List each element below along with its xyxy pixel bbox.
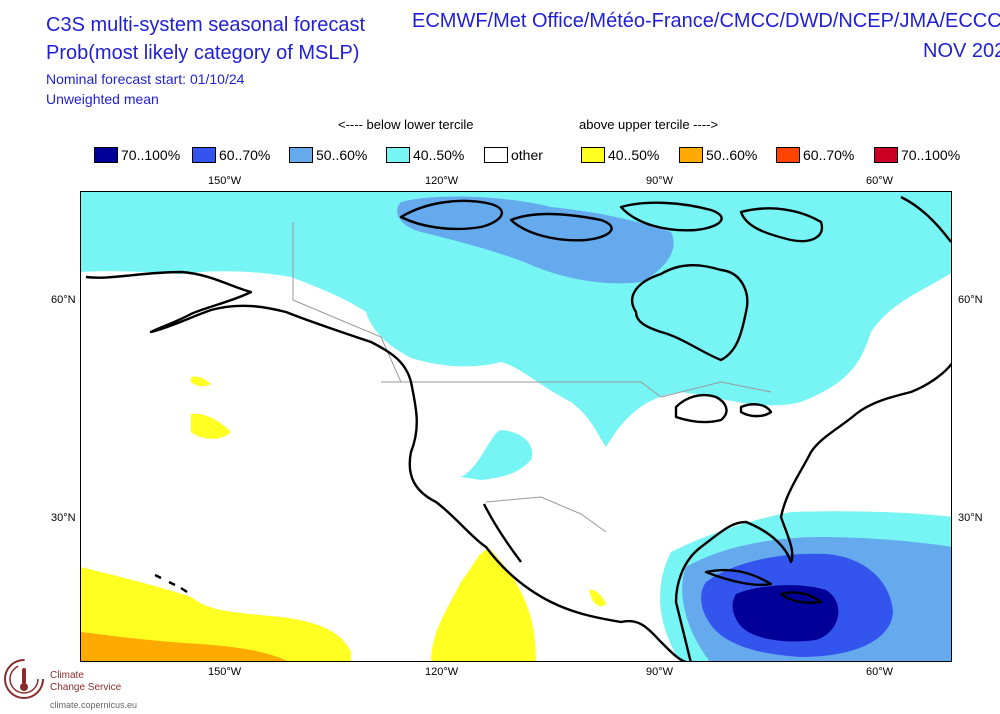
legend-label: 40..50%: [413, 147, 465, 163]
legend-item: 60..70%: [776, 146, 854, 164]
legend-swatch: [874, 147, 898, 163]
systems-list: ECMWF/Met Office/Météo-France/CMCC/DWD/N…: [412, 10, 1000, 32]
legend-swatch: [386, 147, 410, 163]
legend-label: 40..50%: [608, 147, 660, 163]
legend-label: other: [511, 147, 543, 163]
legend-swatch: [581, 147, 605, 163]
forecast-period: NOV 2024: [923, 40, 1000, 62]
lat-tick-right: 30°N: [958, 512, 983, 524]
forecast-start: Nominal forecast start: 01/10/24: [46, 71, 245, 87]
title-line2: Prob(most likely category of MSLP): [46, 42, 360, 64]
lon-tick-top: 150°W: [208, 175, 242, 187]
lon-tick-top: 120°W: [425, 175, 459, 187]
above-tercile-40-50-region: [81, 567, 351, 661]
map-canvas: [81, 192, 951, 661]
below-tercile-40-50-region: [81, 192, 951, 447]
above-tercile-40-50-region: [191, 413, 231, 439]
below-tercile-40-50-region: [461, 430, 533, 480]
lon-tick-top: 60°W: [866, 175, 894, 187]
legend-label: 60..70%: [803, 147, 855, 163]
above-tercile-40-50-region: [431, 549, 536, 661]
legend-label: 60..70%: [219, 147, 271, 163]
lon-tick-bottom: 60°W: [866, 666, 894, 678]
legend-swatch: [679, 147, 703, 163]
lon-tick-top: 90°W: [646, 175, 674, 187]
legend-item: 50..60%: [289, 146, 367, 164]
legend-swatch: [192, 147, 216, 163]
thermometer-icon: [4, 659, 44, 699]
legend-label: 70..100%: [901, 147, 961, 163]
lon-tick-bottom: 150°W: [208, 666, 242, 678]
legend-label: 70..100%: [121, 147, 181, 163]
below-tercile-caption: <---- below lower tercile: [338, 117, 474, 132]
legend-item: 70..100%: [94, 146, 180, 164]
copernicus-logo: [2, 656, 46, 707]
legend-swatch: [289, 147, 313, 163]
legend-swatch: [776, 147, 800, 163]
lon-tick-bottom: 90°W: [646, 666, 674, 678]
mean-type: Unweighted mean: [46, 91, 159, 107]
forecast-map: [80, 191, 952, 662]
political-borders: [292, 222, 772, 533]
legend-item: 60..70%: [192, 146, 270, 164]
legend-item: 40..50%: [386, 146, 464, 164]
above-tercile-caption: above upper tercile ---->: [579, 117, 719, 132]
brand-name-line1: Climate: [50, 670, 84, 681]
legend-swatch: [94, 147, 118, 163]
lat-tick-left: 30°N: [51, 512, 76, 524]
above-tercile-50-60-region: [81, 632, 287, 661]
brand-url: climate.copernicus.eu: [50, 700, 138, 710]
legend-item: other: [484, 146, 543, 164]
legend-label: 50..60%: [706, 147, 758, 163]
legend-swatch: [484, 147, 508, 163]
legend-item: 50..60%: [679, 146, 757, 164]
below-tercile-50-60-region: [397, 196, 674, 284]
above-tercile-40-50-region: [589, 589, 606, 607]
brand-name-line2: Change Service: [50, 682, 122, 693]
legend-item: 70..100%: [874, 146, 960, 164]
legend-item: 40..50%: [581, 146, 659, 164]
lon-tick-bottom: 120°W: [425, 666, 459, 678]
below-tercile-70-100-region: [732, 585, 839, 642]
title-line1: C3S multi-system seasonal forecast: [46, 14, 366, 36]
coastlines: [85, 195, 951, 661]
lat-tick-left: 60°N: [51, 294, 76, 306]
lat-tick-right: 60°N: [958, 294, 983, 306]
legend-label: 50..60%: [316, 147, 368, 163]
above-tercile-40-50-region: [191, 376, 211, 387]
